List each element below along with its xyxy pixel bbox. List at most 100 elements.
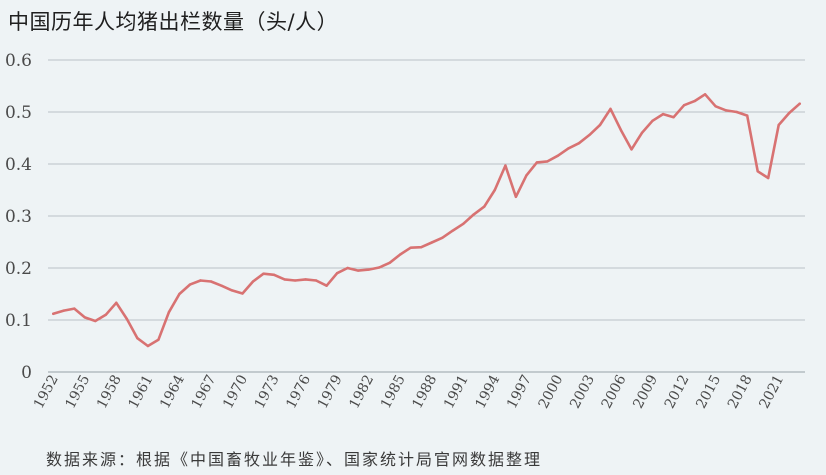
y-tick-label: 0.4 <box>5 155 32 175</box>
data-point <box>367 268 370 271</box>
data-point <box>767 176 770 180</box>
data-point <box>304 278 307 281</box>
data-point <box>651 119 654 123</box>
x-tick-label: 2009 <box>630 372 661 411</box>
data-point <box>672 116 675 119</box>
data-point <box>357 269 360 272</box>
x-tick-label: 1985 <box>378 372 409 411</box>
data-point <box>209 280 213 283</box>
data-point <box>661 112 665 116</box>
data-point <box>682 104 686 107</box>
data-point <box>335 272 339 275</box>
data-point <box>472 213 475 216</box>
data-point <box>703 93 707 96</box>
x-tick-label: 2015 <box>693 372 724 411</box>
data-point <box>157 338 160 341</box>
y-tick-label: 0 <box>21 363 32 383</box>
data-point <box>325 284 328 287</box>
chart-title: 中国历年人均猪出栏数量（头/人） <box>8 10 339 34</box>
y-axis-ticks: 0 0.1 0.2 0.3 0.4 0.5 0.6 <box>5 51 32 383</box>
data-point <box>262 272 265 275</box>
data-point <box>83 316 87 319</box>
y-tick-label: 0.3 <box>5 207 32 227</box>
data-point <box>788 111 791 115</box>
y-tick-label: 0.6 <box>5 51 32 71</box>
data-point <box>314 279 318 282</box>
x-axis-ticks: 1952 1955 1958 1961 1964 1967 1970 1973 1976 1979… <box>31 372 787 411</box>
data-point <box>230 289 234 292</box>
data-point <box>199 279 202 282</box>
x-tick-label: 1997 <box>504 372 535 411</box>
data-point <box>462 222 465 225</box>
data-point <box>556 154 560 157</box>
data-point <box>136 337 139 340</box>
data-point <box>619 129 623 132</box>
data-point <box>241 292 244 295</box>
x-tick-label: 2021 <box>756 372 787 411</box>
data-point <box>293 279 297 282</box>
y-tick-label: 0.5 <box>5 103 32 123</box>
data-point <box>167 311 171 314</box>
data-point <box>493 188 496 192</box>
data-point <box>567 147 570 150</box>
x-tick-label: 1988 <box>409 372 440 411</box>
data-point <box>525 174 528 177</box>
data-point <box>52 312 55 315</box>
x-tick-label: 1961 <box>126 372 157 411</box>
x-tick-label: 1958 <box>94 372 125 411</box>
x-tick-label: 1979 <box>315 372 346 411</box>
data-point <box>746 114 749 117</box>
y-tick-label: 0.2 <box>5 259 32 279</box>
data-point <box>504 164 507 167</box>
data-point <box>756 170 759 173</box>
data-point <box>609 107 612 111</box>
x-tick-label: 1964 <box>157 372 188 411</box>
series-line <box>51 93 802 348</box>
data-point <box>378 266 381 269</box>
data-point <box>283 278 286 281</box>
x-tick-label: 1982 <box>346 372 377 411</box>
data-point <box>420 246 423 249</box>
data-point <box>220 284 223 287</box>
x-tick-label: 2018 <box>725 372 756 411</box>
data-point <box>693 99 696 103</box>
data-point <box>577 142 581 145</box>
data-point <box>115 301 118 304</box>
data-point <box>640 131 644 134</box>
source-note: 数据来源：根据《中国畜牧业年鉴》、国家统计局官网数据整理 <box>46 450 543 469</box>
data-point <box>798 102 801 105</box>
data-point <box>724 109 728 112</box>
data-point <box>598 123 602 127</box>
data-point <box>146 344 150 348</box>
gridlines <box>48 59 805 373</box>
data-point <box>588 133 591 137</box>
x-tick-label: 1970 <box>220 372 251 411</box>
data-point <box>251 280 255 283</box>
data-point <box>735 110 738 114</box>
data-point <box>630 148 633 151</box>
data-point <box>483 205 486 208</box>
data-point <box>388 261 391 264</box>
data-point <box>441 236 444 239</box>
data-point <box>62 309 65 312</box>
x-tick-label: 2012 <box>662 372 693 411</box>
data-point <box>430 241 433 244</box>
y-tick-label: 0.1 <box>5 311 32 331</box>
data-point <box>409 246 412 249</box>
x-tick-label: 2006 <box>599 372 630 411</box>
x-tick-label: 1955 <box>62 372 93 411</box>
data-point <box>188 283 192 286</box>
data-point <box>272 273 276 276</box>
x-tick-label: 1967 <box>189 372 220 411</box>
x-tick-label: 2003 <box>567 372 598 411</box>
x-tick-label: 1991 <box>441 372 472 411</box>
x-tick-label: 1976 <box>283 372 314 411</box>
data-point <box>346 266 349 270</box>
data-point <box>73 307 76 310</box>
data-point <box>451 229 454 232</box>
data-point <box>94 319 97 323</box>
data-point <box>714 105 717 108</box>
data-point <box>399 253 402 256</box>
x-tick-label: 1973 <box>252 372 283 411</box>
